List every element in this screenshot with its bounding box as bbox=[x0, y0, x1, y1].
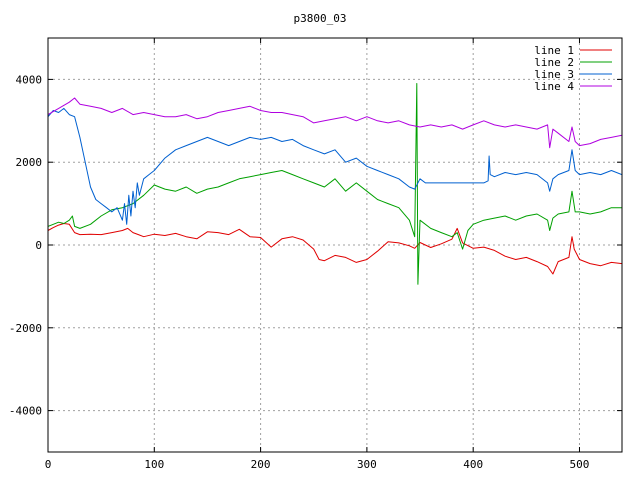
x-tick-label: 300 bbox=[357, 458, 377, 471]
series-line-1 bbox=[48, 223, 622, 275]
x-tick-label: 200 bbox=[251, 458, 271, 471]
x-tick-label: 0 bbox=[45, 458, 52, 471]
x-tick-label: 500 bbox=[570, 458, 590, 471]
series-line-4 bbox=[48, 97, 622, 149]
y-tick-label: 2000 bbox=[16, 156, 43, 169]
x-tick-label: 100 bbox=[144, 458, 164, 471]
y-tick-label: 4000 bbox=[16, 73, 43, 86]
chart-title: p3800_03 bbox=[294, 12, 347, 25]
grid bbox=[48, 38, 622, 452]
series-line-3 bbox=[48, 107, 622, 225]
series-group bbox=[48, 83, 622, 285]
legend-label: line 1 bbox=[534, 44, 574, 57]
axis-ticks: 0 100 200 300 400 500 -4000 -2000 0 2000 4000 bbox=[9, 38, 622, 471]
legend-label: line 3 bbox=[534, 68, 574, 81]
y-tick-label: 0 bbox=[35, 239, 42, 252]
legend-label: line 4 bbox=[534, 80, 574, 93]
x-tick-label: 400 bbox=[463, 458, 483, 471]
legend-label: line 2 bbox=[534, 56, 574, 69]
y-tick-label: -4000 bbox=[9, 405, 42, 418]
y-tick-label: -2000 bbox=[9, 322, 42, 335]
